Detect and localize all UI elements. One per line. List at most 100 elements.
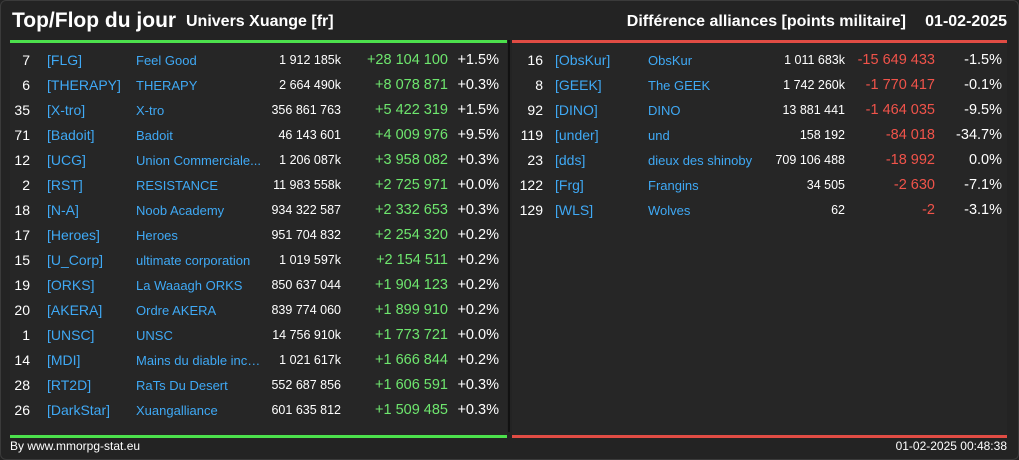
table-row: 12 [UCG] Union Commerciale... 1 206 087k +3 …: [10, 148, 507, 173]
table-row: 7 [FLG] Feel Good 1 912 185k +28 104 100 +1.5…: [10, 48, 507, 73]
alliance-name-link[interactable]: Wolves: [648, 203, 691, 218]
points-cell: 1 912 185k: [279, 53, 341, 67]
table-row: 92 [DINO] DINO 13 881 441 -1 464 035 -9.5%: [512, 98, 1007, 123]
alliance-tag-link[interactable]: [WLS]: [555, 202, 594, 218]
rank-cell: 8: [535, 77, 543, 93]
table-row: 28 [RT2D] RaTs Du Desert 552 687 856 +1 606 …: [10, 373, 507, 398]
percent-cell: -34.7%: [956, 127, 1002, 143]
table-row: 35 [X-tro] X-tro 356 861 763 +5 422 319 +1.5%: [10, 98, 507, 123]
alliance-tag-link[interactable]: [AKERA]: [47, 302, 103, 318]
difference-cell: -2 630: [893, 177, 935, 193]
difference-cell: +3 958 082: [375, 152, 448, 168]
alliance-name-link[interactable]: Mains du diable inco...: [136, 353, 262, 368]
alliance-tag-link[interactable]: [UCG]: [47, 152, 86, 168]
table-row: 19 [ORKS] La Waaagh ORKS 850 637 044 +1 904 …: [10, 273, 507, 298]
alliance-tag-link[interactable]: [GEEK]: [555, 77, 602, 93]
alliance-name-link[interactable]: Ordre AKERA: [136, 303, 217, 318]
alliance-name-link[interactable]: Feel Good: [136, 53, 197, 68]
points-cell: 709 106 488: [775, 153, 845, 167]
points-cell: 1 021 617k: [279, 353, 341, 367]
alliance-tag-link[interactable]: [Badoit]: [47, 127, 95, 143]
difference-label: Différence alliances [points militaire]: [626, 13, 906, 30]
rank-cell: 92: [527, 102, 543, 118]
alliance-name-link[interactable]: Heroes: [136, 228, 178, 243]
difference-cell: +1 899 910: [375, 302, 448, 318]
alliance-tag-link[interactable]: [ObsKur]: [555, 52, 611, 68]
difference-cell: +2 254 320: [375, 227, 448, 243]
points-cell: 14 756 910k: [272, 328, 341, 342]
alliance-name-link[interactable]: und: [648, 128, 670, 143]
table-row: 20 [AKERA] Ordre AKERA 839 774 060 +1 899 91…: [10, 298, 507, 323]
percent-cell: +0.2%: [457, 252, 499, 268]
alliance-tag-link[interactable]: [Frg]: [555, 177, 584, 193]
alliance-tag-link[interactable]: [N-A]: [47, 202, 79, 218]
difference-cell: +2 725 971: [375, 177, 448, 193]
alliance-name-link[interactable]: ObsKur: [648, 53, 693, 68]
points-cell: 839 774 060: [271, 303, 341, 317]
alliance-tag-link[interactable]: [ORKS]: [47, 277, 95, 293]
flop-panel: 16 [ObsKur] ObsKur 1 011 683k -15 649 433 -1.…: [512, 40, 1007, 438]
difference-cell: +8 078 871: [375, 77, 448, 93]
rank-cell: 28: [14, 377, 30, 393]
percent-cell: -3.1%: [964, 202, 1002, 218]
difference-cell: +5 422 319: [375, 102, 448, 118]
percent-cell: +0.2%: [457, 352, 499, 368]
difference-cell: +2 154 511: [376, 252, 448, 268]
alliance-tag-link[interactable]: [DarkStar]: [47, 402, 111, 418]
alliance-name-link[interactable]: RaTs Du Desert: [136, 378, 228, 393]
alliance-tag-link[interactable]: [RST]: [47, 177, 83, 193]
difference-cell: +1 904 123: [375, 277, 448, 293]
alliance-tag-link[interactable]: [FLG]: [47, 52, 83, 68]
alliance-name-link[interactable]: RESISTANCE: [136, 178, 219, 193]
table-row: 1 [UNSC] UNSC 14 756 910k +1 773 721 +0.0%: [10, 323, 507, 348]
points-cell: 1 742 260k: [783, 78, 845, 92]
percent-cell: +0.3%: [457, 152, 499, 168]
points-cell: 934 322 587: [271, 203, 341, 217]
difference-cell: -2: [922, 202, 935, 218]
alliance-name-link[interactable]: dieux des shinoby: [648, 153, 753, 168]
rank-cell: 35: [14, 102, 30, 118]
alliance-tag-link[interactable]: [dds]: [555, 152, 586, 168]
points-cell: 951 704 832: [271, 228, 341, 242]
rank-cell: 15: [14, 252, 30, 268]
alliance-name-link[interactable]: Noob Academy: [136, 203, 225, 218]
alliance-name-link[interactable]: La Waaagh ORKS: [136, 278, 243, 293]
alliance-tag-link[interactable]: [X-tro]: [47, 102, 86, 118]
rank-cell: 23: [527, 152, 543, 168]
alliance-name-link[interactable]: Xuangalliance: [136, 403, 218, 418]
points-cell: 158 192: [799, 128, 845, 142]
alliance-name-link[interactable]: Badoit: [136, 128, 173, 143]
table-row: 129 [WLS] Wolves 62 -2 -3.1%: [512, 198, 1007, 223]
rank-cell: 26: [14, 402, 30, 418]
alliance-tag-link[interactable]: [MDI]: [47, 352, 81, 368]
table-row: 14 [MDI] Mains du diable inco... 1 021 617k…: [10, 348, 507, 373]
points-cell: 2 664 490k: [279, 78, 341, 92]
alliance-tag-link[interactable]: [RT2D]: [47, 377, 92, 393]
points-cell: 601 635 812: [271, 403, 341, 417]
alliance-name-link[interactable]: THERAPY: [136, 78, 198, 93]
alliance-name-link[interactable]: ultimate corporation: [136, 253, 251, 268]
alliance-name-link[interactable]: Frangins: [648, 178, 699, 193]
percent-cell: +9.5%: [457, 127, 499, 143]
alliance-name-link[interactable]: The GEEK: [648, 78, 711, 93]
rank-cell: 12: [14, 152, 30, 168]
alliance-tag-link[interactable]: [Heroes]: [47, 227, 100, 243]
table-row: 15 [U_Corp] ultimate corporation 1 019 597k…: [10, 248, 507, 273]
alliance-name-link[interactable]: Union Commerciale...: [136, 153, 261, 168]
alliance-name-link[interactable]: DINO: [648, 103, 681, 118]
alliance-tag-link[interactable]: [THERAPY]: [47, 77, 121, 93]
rank-cell: 2: [22, 177, 30, 193]
alliance-tag-link[interactable]: [DINO]: [555, 102, 598, 118]
table-row: 18 [N-A] Noob Academy 934 322 587 +2 332 653…: [10, 198, 507, 223]
difference-cell: +4 009 976: [375, 127, 448, 143]
percent-cell: 0.0%: [968, 152, 1002, 168]
alliance-name-link[interactable]: X-tro: [136, 103, 165, 118]
alliance-tag-link[interactable]: [U_Corp]: [47, 252, 104, 268]
alliance-tag-link[interactable]: [under]: [555, 127, 599, 143]
points-cell: 1 011 683k: [784, 53, 845, 67]
points-cell: 11 983 558k: [273, 178, 341, 192]
rank-cell: 20: [14, 302, 30, 318]
alliance-tag-link[interactable]: [UNSC]: [47, 327, 95, 343]
alliance-name-link[interactable]: UNSC: [136, 328, 173, 343]
table-row: 17 [Heroes] Heroes 951 704 832 +2 254 320 +0.…: [10, 223, 507, 248]
